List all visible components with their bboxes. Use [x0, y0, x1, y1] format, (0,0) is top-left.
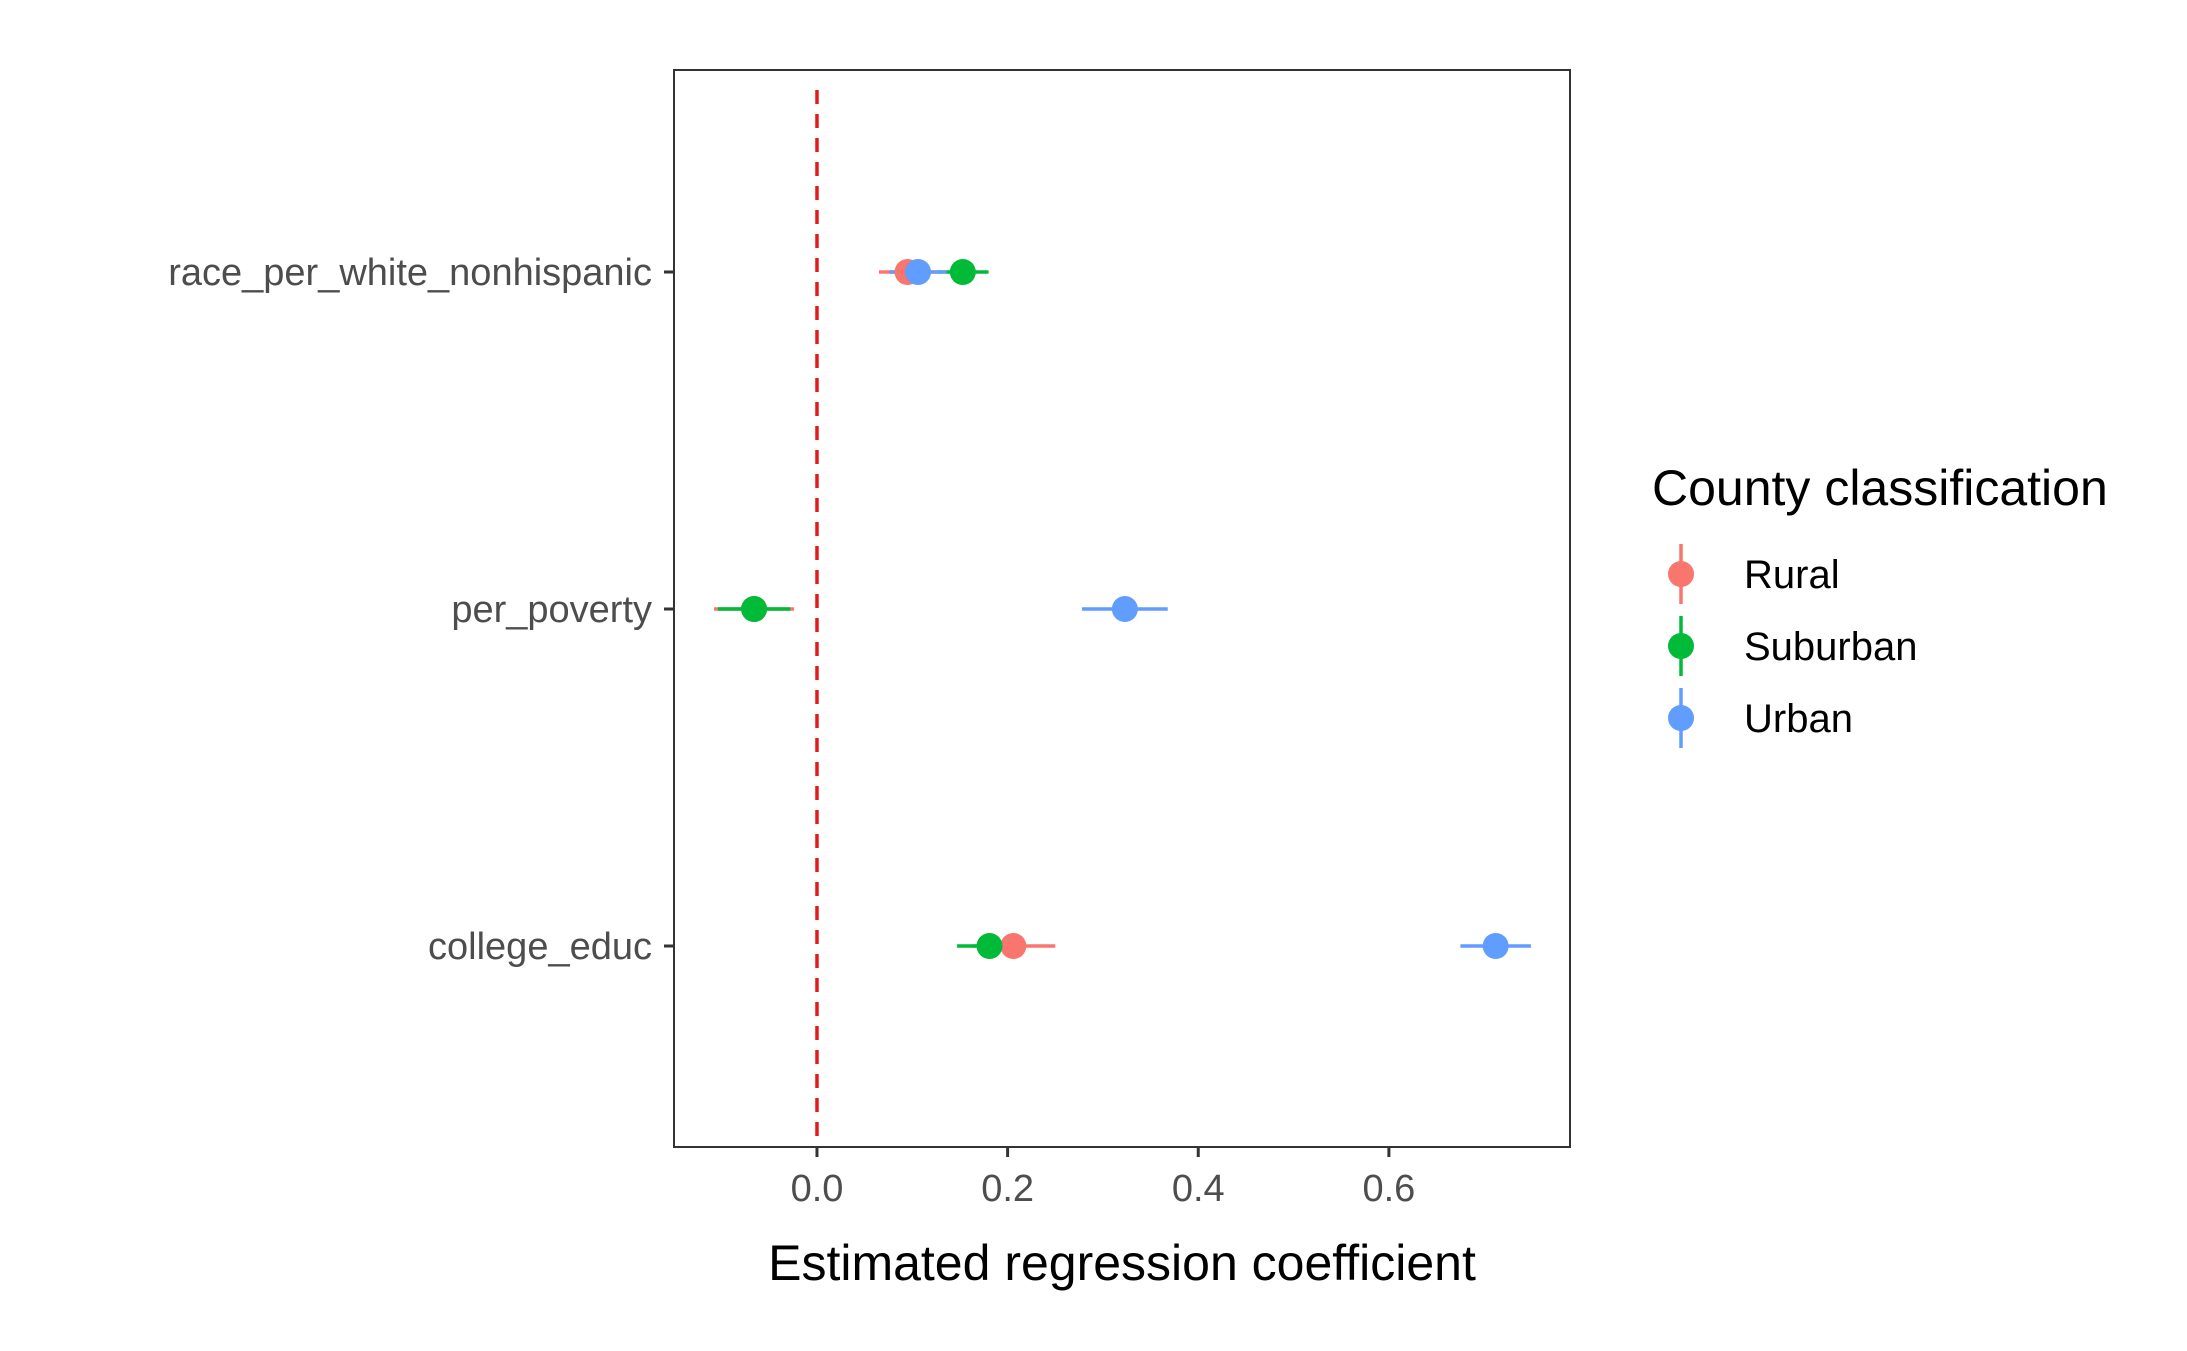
x-tick-label: 0.2	[981, 1168, 1034, 1210]
y-tick-label: college_educ	[428, 926, 652, 968]
x-axis-title: Estimated regression coefficient	[768, 1235, 1476, 1291]
point-urban-college-educ	[1482, 933, 1509, 959]
plot-marks	[714, 90, 1531, 1147]
legend-label: Suburban	[1744, 625, 1917, 669]
x-tick-label: 0.6	[1362, 1168, 1415, 1210]
legend: County classification Rural Suburban Urban	[1652, 460, 2108, 748]
point-suburban-college-educ	[976, 933, 1003, 959]
legend-key-point	[1668, 705, 1694, 731]
x-tick-label: 0.4	[1172, 1168, 1225, 1210]
point-urban-race-per-white-nonhispanic	[905, 259, 932, 285]
legend-key-point	[1668, 561, 1694, 587]
point-urban-per-poverty	[1111, 596, 1138, 622]
point-suburban-per-poverty	[741, 596, 768, 622]
legend-item-suburban: Suburban	[1668, 616, 1917, 676]
y-axis: race_per_white_nonhispanic per_povertycol…	[168, 252, 674, 968]
legend-key-point	[1668, 633, 1694, 659]
legend-item-urban: Urban	[1668, 688, 1853, 748]
legend-item-rural: Rural	[1668, 544, 1840, 604]
x-tick-label: 0.0	[791, 1168, 844, 1210]
legend-label: Rural	[1744, 553, 1840, 597]
legend-title: County classification	[1652, 460, 2108, 516]
legend-label: Urban	[1744, 697, 1853, 741]
y-tick-label: race_per_white_nonhispanic	[168, 252, 652, 294]
point-rural-college-educ	[1000, 933, 1027, 959]
point-suburban-race-per-white-nonhispanic	[949, 259, 976, 285]
y-tick-label: per_poverty	[451, 589, 652, 631]
x-axis: 0.0 0.2 0.4 0.6	[791, 1147, 1415, 1210]
